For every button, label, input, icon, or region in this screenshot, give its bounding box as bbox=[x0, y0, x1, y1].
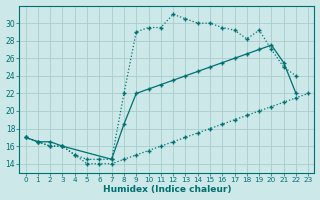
X-axis label: Humidex (Indice chaleur): Humidex (Indice chaleur) bbox=[103, 185, 231, 194]
